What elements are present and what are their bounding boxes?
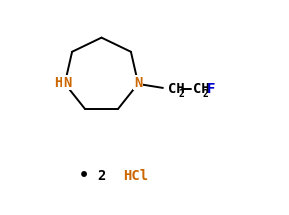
Text: CH: CH: [193, 82, 210, 96]
Text: HCl: HCl: [123, 169, 149, 183]
Text: 2: 2: [203, 89, 209, 99]
Text: •: •: [79, 167, 89, 185]
Text: N: N: [134, 75, 142, 89]
Text: N: N: [63, 75, 71, 89]
Text: CH: CH: [168, 82, 185, 96]
Text: H: H: [54, 75, 62, 89]
Text: 2: 2: [97, 169, 106, 183]
Text: F: F: [206, 82, 215, 96]
Text: 2: 2: [178, 89, 184, 99]
